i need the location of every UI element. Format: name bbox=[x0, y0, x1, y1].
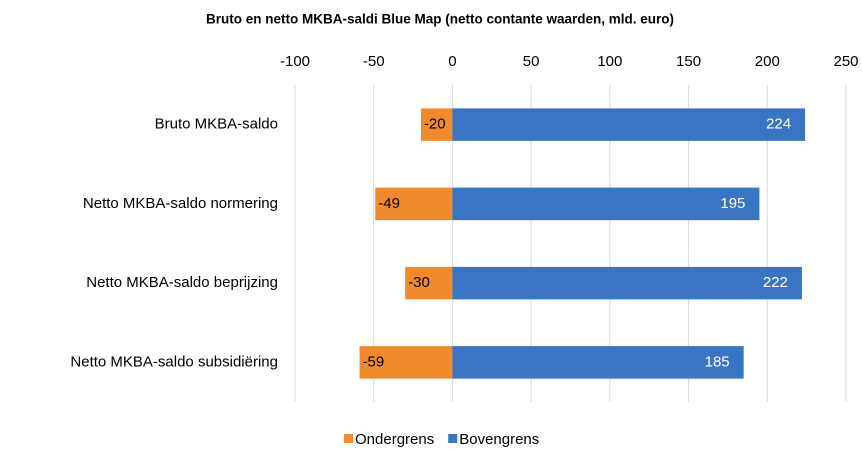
legend-label: Ondergrens bbox=[355, 431, 434, 448]
x-tick-label: 50 bbox=[523, 53, 540, 70]
x-tick-label: -50 bbox=[363, 53, 385, 70]
data-label: 185 bbox=[705, 353, 730, 370]
bar bbox=[452, 266, 802, 300]
legend-swatch bbox=[448, 434, 458, 443]
x-tick-label: 100 bbox=[597, 53, 622, 70]
bar bbox=[452, 187, 760, 221]
bar bbox=[405, 266, 453, 300]
chart-title: Bruto en netto MKBA-saldi Blue Map (nett… bbox=[206, 12, 674, 27]
legend-swatch bbox=[344, 434, 353, 443]
data-label: -30 bbox=[408, 274, 430, 291]
data-label: 222 bbox=[763, 274, 788, 291]
bar bbox=[452, 108, 806, 141]
x-tick-label: 200 bbox=[755, 53, 780, 70]
data-label: -20 bbox=[424, 116, 446, 133]
y-tick-label: Netto MKBA-saldo normering bbox=[83, 195, 278, 212]
bar bbox=[375, 187, 453, 221]
bar bbox=[420, 108, 453, 141]
data-label: -49 bbox=[378, 195, 400, 212]
x-tick-label: 0 bbox=[448, 53, 456, 70]
legend-label: Bovengrens bbox=[459, 431, 539, 448]
data-label: 195 bbox=[720, 195, 745, 212]
y-tick-label: Netto MKBA-saldo subsidiëring bbox=[70, 353, 278, 370]
data-label: -59 bbox=[363, 353, 385, 370]
data-label: 224 bbox=[766, 116, 791, 133]
x-tick-label: 150 bbox=[676, 53, 701, 70]
y-tick-label: Netto MKBA-saldo beprijzing bbox=[86, 274, 278, 291]
bar bbox=[452, 346, 744, 379]
bar bbox=[359, 346, 453, 379]
y-tick-label: Bruto MKBA-saldo bbox=[155, 116, 278, 133]
x-tick-label: 250 bbox=[833, 53, 858, 70]
x-tick-label: -100 bbox=[280, 53, 310, 70]
